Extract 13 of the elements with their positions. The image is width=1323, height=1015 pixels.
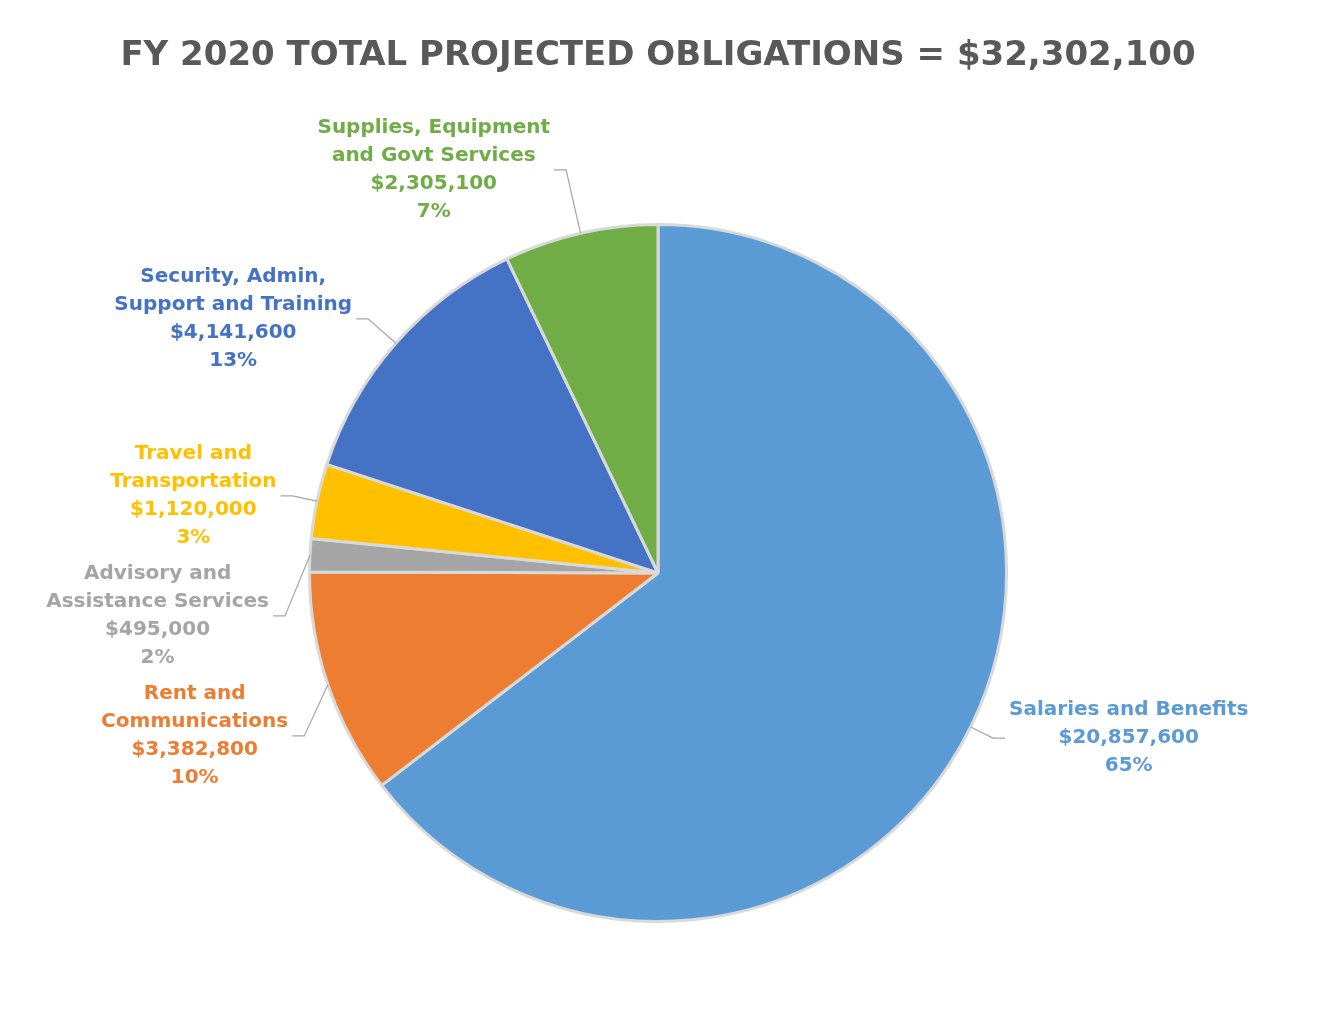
slice-label: Rent and Communications — [101, 680, 289, 733]
slice-label: Supplies, Equipment and Govt Services — [317, 114, 551, 167]
slice-label: Security, Admin, Support and Training — [114, 263, 353, 316]
data-label: $495,000 2% — [105, 616, 211, 669]
data-label: $4,141,600 13% — [169, 319, 297, 372]
data-label: $20,857,600 65% — [1058, 724, 1199, 777]
data-label: $1,120,000 3% — [130, 496, 257, 549]
slice-label: Travel and Transportation — [110, 440, 277, 493]
data-label: $3,382,800 10% — [131, 736, 258, 789]
chart-title: FY 2020 TOTAL PROJECTED OBLIGATIONS = $32,302,100 — [120, 32, 1196, 73]
slice-label: Advisory and Assistance Services — [46, 560, 269, 613]
slice-label: Salaries and Benefits — [1009, 696, 1249, 721]
data-label: $2,305,100 7% — [370, 170, 498, 223]
